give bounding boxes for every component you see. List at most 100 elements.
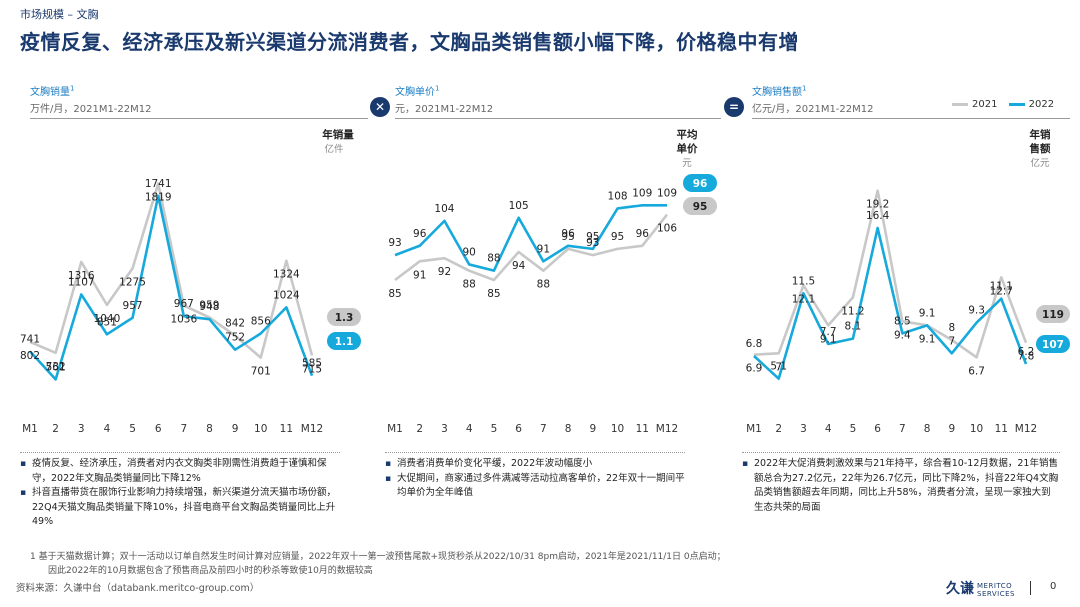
panel-head-sales: 文胸销售额1 亿元/月，2021M1-22M12 — [752, 83, 1070, 119]
annual-unit: 亿件 — [324, 143, 344, 155]
data-label-2022: 105 — [509, 200, 529, 212]
data-label-2022: 11.5 — [792, 275, 815, 287]
data-label-2022: 948 — [199, 301, 219, 313]
data-label-2021: 9.1 — [820, 333, 837, 345]
annual-badge-2022-value: 107 — [1042, 339, 1064, 351]
data-label-2021: 92 — [438, 266, 451, 278]
x-tick-label: 2 — [416, 423, 423, 435]
source-text: 资料来源：久谦中台（databank.meritco-group.com） — [16, 583, 260, 594]
annual-unit: 元 — [682, 158, 692, 169]
panel-subtitle-price: 元，2021M1-22M12 — [395, 104, 494, 115]
data-label-2021: 85 — [487, 288, 500, 300]
annual-badge-2022-value: 1.1 — [335, 336, 354, 348]
panel-subtitle-volume: 万件/月，2021M1-22M12 — [30, 104, 152, 115]
annual-badge-2021 — [1036, 305, 1070, 323]
x-tick-label: 10 — [254, 423, 267, 435]
x-tick-label: 5 — [850, 423, 857, 435]
annual-badge-2021-value: 1.3 — [335, 312, 354, 324]
data-label-2021: 88 — [462, 279, 475, 291]
data-label-2021: 1040 — [94, 313, 121, 325]
x-tick-label: 8 — [565, 423, 572, 435]
equals-icon: = — [724, 97, 744, 117]
chart-volume: M1 2 3 4 5 6 7 8 9 10 11 M1280273213161040127518191… — [20, 128, 361, 435]
annual-label: 年销 — [1030, 128, 1052, 141]
x-tick-label: 10 — [611, 423, 624, 435]
data-label-2021: 94 — [512, 260, 526, 272]
note-item: 2022年大促消费刺激效果与21年持平，综合看10-12月数据，21年销售额总合… — [742, 457, 1060, 515]
data-label-2022: 9.1 — [919, 307, 936, 319]
data-label-2021: 715 — [302, 363, 322, 375]
annual-badge-2022 — [1036, 335, 1070, 353]
notes-sales: 2022年大促消费刺激效果与21年持平，综合看10-12月数据，21年销售额总合… — [742, 452, 1060, 534]
data-label-2021: 701 — [251, 366, 271, 378]
annual-badge-2022 — [683, 174, 717, 192]
x-tick-label: 5 — [129, 423, 136, 435]
data-label-2022: 91 — [537, 243, 550, 255]
data-label-2021: 95 — [611, 231, 624, 243]
page-title: 疫情反复、经济承压及新兴渠道分流消费者，文胸品类销售额小幅下降，价格稳中有增 — [20, 30, 799, 54]
data-label-2022: 11.1 — [990, 281, 1013, 293]
data-label-2021: 1819 — [145, 192, 172, 204]
x-tick-label: M1 — [387, 423, 403, 435]
annual-badge-2022 — [327, 332, 361, 350]
x-tick-label: 8 — [924, 423, 931, 435]
x-tick-label: 6 — [874, 423, 881, 435]
annual-badge-2021-value: 119 — [1042, 309, 1064, 321]
data-label-2022: 16.4 — [866, 210, 890, 222]
data-label-2021: 12.7 — [990, 285, 1013, 297]
annual-label: 平均 — [677, 128, 698, 141]
panel-head-volume: 文胸销量1 万件/月，2021M1-22M12 — [30, 83, 368, 119]
x-tick-label: M12 — [301, 423, 323, 435]
x-tick-label: 9 — [589, 423, 596, 435]
data-label-2021: 959 — [199, 299, 219, 311]
series-line-2021 — [394, 213, 669, 282]
series-line-2021 — [29, 182, 314, 359]
annual-badge-2021 — [683, 197, 717, 215]
data-label-2022: 96 — [561, 228, 575, 240]
x-tick-label: 6 — [155, 423, 162, 435]
data-label-2022: 967 — [174, 298, 194, 310]
x-tick-label: 6 — [515, 423, 522, 435]
x-tick-label: 9 — [948, 423, 955, 435]
x-tick-label: 5 — [491, 423, 498, 435]
data-label-2022: 88 — [487, 253, 500, 265]
page-number: 0 — [1050, 581, 1057, 592]
data-label-2021: 95 — [561, 231, 574, 243]
note-item: 疫情反复、经济承压，消费者对内衣文胸类非刚需性消费趋于谨慎和保守，2022年文胸… — [20, 457, 340, 486]
x-tick-label: M1 — [746, 423, 762, 435]
annual-badge-2021 — [327, 308, 361, 326]
x-tick-label: 10 — [970, 423, 983, 435]
note-item: 消费者消费单价变化平缓，2022年波动幅度小 — [385, 457, 685, 472]
panel-title-volume: 文胸销量1 — [30, 84, 75, 98]
x-tick-label: 4 — [466, 423, 473, 435]
x-tick-label: 11 — [995, 423, 1008, 435]
footnote: 1 基于天猫数据计算；双十一活动以订单自然发生时间计算对应销量，2022年双十一… — [30, 552, 726, 576]
breadcrumb: 市场规模 – 文胸 — [20, 8, 99, 21]
annual-badge-2021-value: 95 — [693, 201, 708, 213]
data-label-2021: 96 — [636, 228, 650, 240]
data-label-2022: 108 — [608, 190, 628, 202]
panel-title-price: 文胸单价1 — [395, 84, 440, 98]
data-label-2022: 5.1 — [770, 361, 787, 373]
series-line-2022 — [394, 204, 667, 272]
note-item: 大促期间，商家通过多件满减等活动拉高客单价，22年双十一期间平均单价为全年峰值 — [385, 472, 685, 501]
data-label-2022: 95 — [586, 231, 599, 243]
data-label-2021: 9.4 — [894, 329, 911, 341]
data-label-2022: 93 — [388, 237, 401, 249]
data-label-2021: 1036 — [170, 314, 197, 326]
x-tick-label: 11 — [280, 423, 293, 435]
data-label-2022: 96 — [413, 228, 427, 240]
data-label-2021: 85 — [388, 288, 401, 300]
data-label-2021: 106 — [657, 223, 677, 235]
data-label-2022: 1107 — [68, 276, 95, 288]
data-label-2021: 7.8 — [1018, 351, 1035, 363]
data-label-2022: 6.2 — [1018, 346, 1035, 358]
data-label-2021: 1275 — [119, 276, 146, 288]
data-label-2022: 109 — [657, 187, 677, 199]
x-tick-label: 4 — [104, 423, 111, 435]
x-tick-label: M12 — [656, 423, 678, 435]
x-tick-label: 11 — [636, 423, 649, 435]
data-label-2021: 6.9 — [746, 363, 763, 375]
